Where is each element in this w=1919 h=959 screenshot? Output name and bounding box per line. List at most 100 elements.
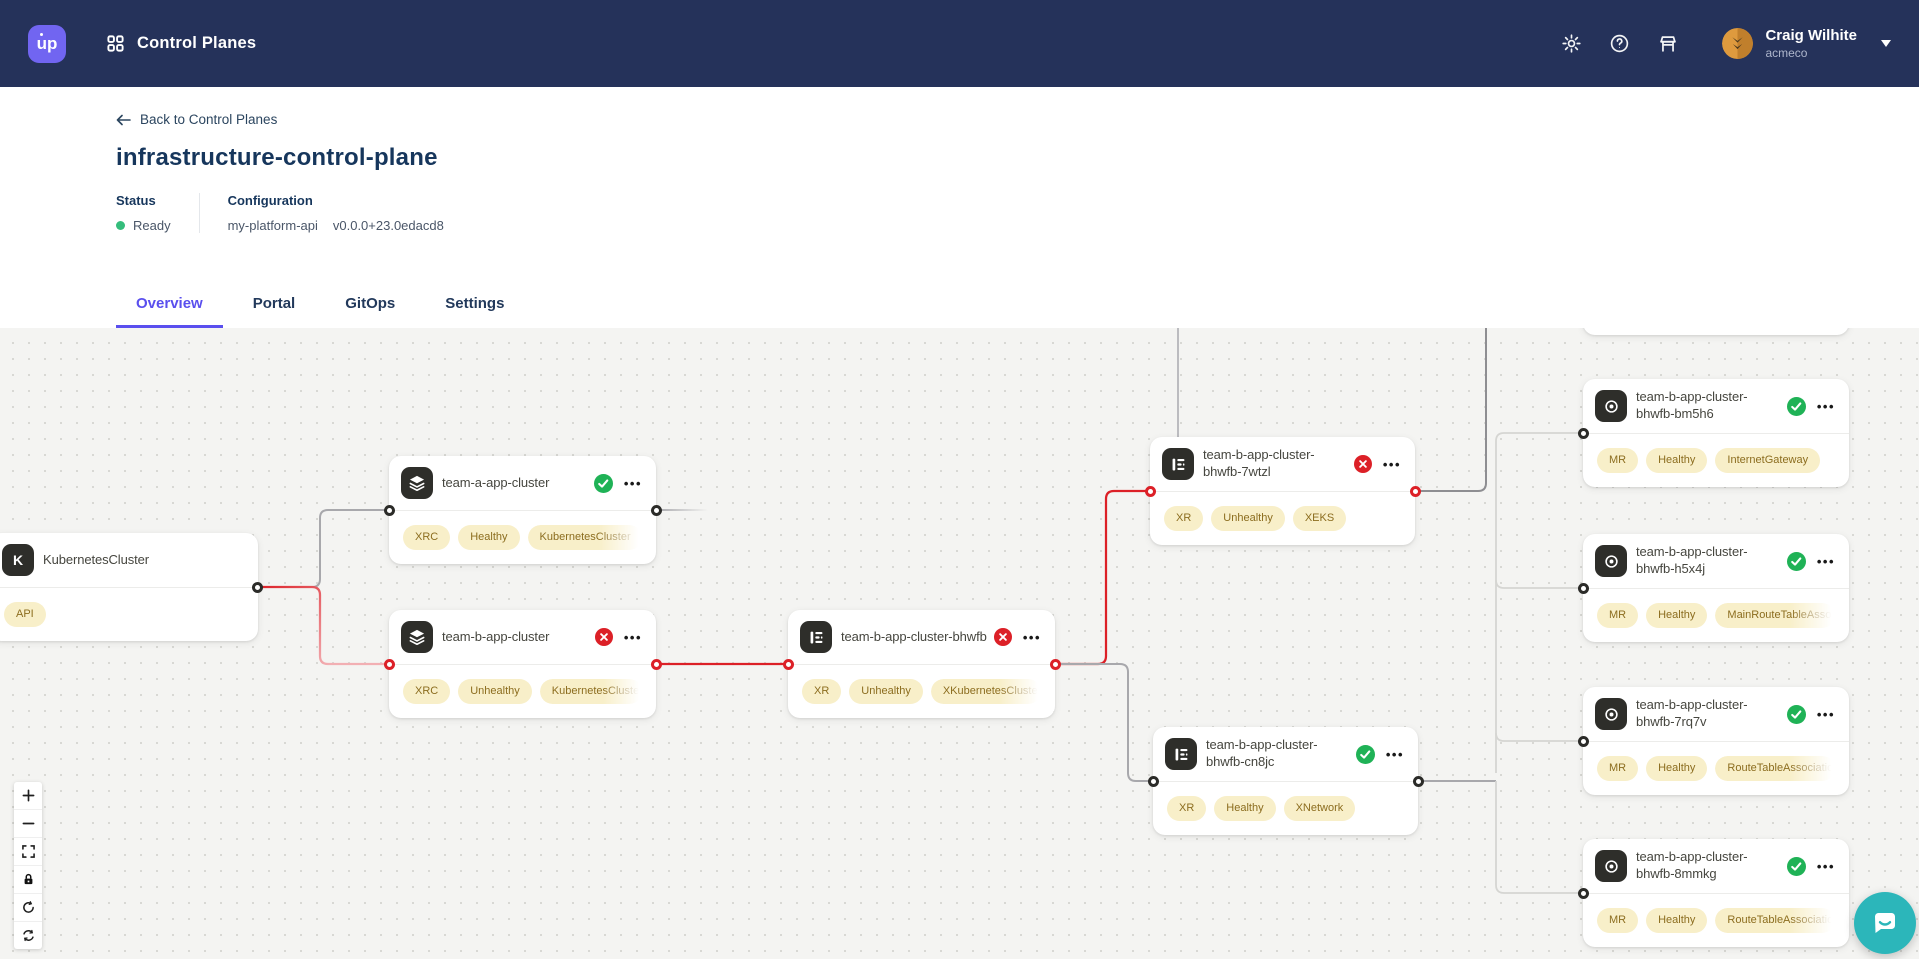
app-grid-icon[interactable] [106,34,125,53]
more-menu-button[interactable]: ••• [623,475,642,491]
node-label: team-b-app-cluster-bhwfb-7wtzl [1203,447,1315,479]
more-menu-button[interactable]: ••• [623,629,642,645]
badge: MR [1597,448,1639,473]
more-menu-button[interactable]: ••• [1816,553,1835,569]
port[interactable] [650,504,662,516]
port[interactable] [1577,735,1589,747]
badge: Healthy [1214,796,1276,821]
healthy-icon [1786,551,1806,571]
port[interactable] [650,658,662,670]
port[interactable] [1409,485,1421,497]
badge: XR [1167,796,1207,821]
tab-gitops[interactable]: GitOps [345,295,396,312]
badge: XNetwork [1283,796,1356,821]
more-menu-button[interactable]: ••• [1816,398,1835,414]
chevron-down-icon [1881,40,1891,52]
user-name: Craig Wilhite [1765,27,1857,45]
badge: RouteTableAssociation [1715,908,1835,933]
badge: RouteTableAssociation [1715,756,1835,781]
node-label: team-b-app-cluster-bhwfb-bm5h6 [1636,389,1748,421]
zoom-out-button[interactable] [14,810,42,838]
status-section: Status Ready [116,192,200,233]
fit-view-button[interactable] [14,838,42,866]
badge: KubernetesCluster [527,525,642,550]
port[interactable] [1147,775,1159,787]
node-team-b-app-cluster-bhwfb-7rq7v[interactable]: team-b-app-cluster-bhwfb-7rq7v ••• MR He… [1583,687,1849,795]
canvas-controls [14,782,42,949]
metadata-row: Status Ready Configuration my-platform-a… [116,192,1919,233]
more-menu-button[interactable]: ••• [1816,706,1835,722]
node-team-b-app-cluster-bhwfb-7wtzl[interactable]: team-b-app-cluster-bhwfb-7wtzl ••• XR Un… [1150,437,1415,545]
user-menu[interactable]: Craig Wilhite acmeco [1722,27,1891,60]
badge: XRC [403,679,451,704]
port[interactable] [1144,485,1156,497]
node-team-b-app-cluster-bhwfb-bm5h6[interactable]: team-b-app-cluster-bhwfb-bm5h6 ••• MR He… [1583,379,1849,487]
lock-button[interactable] [14,866,42,894]
healthy-icon [1786,396,1806,416]
back-link[interactable]: Back to Control Planes [116,112,277,127]
upbound-logo[interactable]: up [28,24,66,63]
marketplace-icon[interactable] [1657,33,1679,55]
tab-bar: Overview Portal GitOps Settings [116,295,524,328]
node-clipped-top[interactable] [1583,328,1849,335]
settings-icon[interactable] [1561,33,1582,54]
managed-resource-icon [1595,545,1627,577]
more-menu-button[interactable]: ••• [1382,456,1401,472]
more-menu-button[interactable]: ••• [1816,858,1835,874]
more-menu-button[interactable]: ••• [1022,629,1041,645]
tab-settings[interactable]: Settings [445,295,505,312]
port[interactable] [383,658,395,670]
unhealthy-icon [993,628,1012,646]
port[interactable] [782,658,794,670]
resource-graph-canvas[interactable]: K KubernetesCluster API team-a-app-clust… [0,328,1919,959]
avatar [1722,28,1754,59]
refresh-button[interactable] [14,894,42,922]
configuration-name: my-platform-api [227,217,318,233]
configuration-version: v0.0.0+23.0edacd8 [332,217,444,233]
healthy-icon [1786,856,1806,876]
port[interactable] [1577,887,1589,899]
logo-text: up [36,33,58,53]
badge: Unhealthy [849,679,923,704]
port[interactable] [1412,775,1424,787]
tab-overview[interactable]: Overview [116,295,223,328]
chat-icon [1875,913,1895,933]
zoom-in-button[interactable] [14,782,42,810]
healthy-icon [593,473,613,493]
relayout-button[interactable] [14,922,42,949]
badge: MR [1597,756,1639,781]
node-team-b-app-cluster-bhwfb-8mmkg[interactable]: team-b-app-cluster-bhwfb-8mmkg ••• MR He… [1583,839,1849,947]
port[interactable] [383,504,395,516]
node-label: team-a-app-cluster [442,474,550,490]
badge: Unhealthy [458,679,532,704]
node-team-b-app-cluster-bhwfb-cn8jc[interactable]: team-b-app-cluster-bhwfb-cn8jc ••• XR He… [1153,727,1418,835]
badge: Healthy [458,525,520,550]
page-title: infrastructure-control-plane [116,143,438,171]
more-menu-button[interactable]: ••• [1385,746,1404,762]
node-team-b-app-cluster-bhwfb-h5x4j[interactable]: team-b-app-cluster-bhwfb-h5x4j ••• MR He… [1583,534,1849,642]
port[interactable] [1577,427,1589,439]
user-org: acmeco [1765,45,1808,60]
badge: Healthy [1646,756,1708,781]
badge: XR [802,679,842,704]
port[interactable] [1577,582,1589,594]
managed-resource-icon [1595,390,1627,422]
port[interactable] [251,581,263,593]
layers-icon [401,621,433,653]
node-team-b-app-cluster-bhwfb[interactable]: team-b-app-cluster-bhwfb ••• XR Unhealth… [788,610,1055,718]
node-kubernetescluster[interactable]: K KubernetesCluster API [0,533,258,641]
status-dot [116,220,125,230]
layers-icon [401,467,433,499]
help-icon[interactable] [1609,33,1630,54]
navbar-actions: Craig Wilhite acmeco [1561,27,1891,60]
page-header: Back to Control Planes infrastructure-co… [0,87,1919,328]
node-team-a-app-cluster[interactable]: team-a-app-cluster ••• XRC Healthy Kuber… [389,456,656,564]
node-team-b-app-cluster[interactable]: team-b-app-cluster ••• XRC Unhealthy Kub… [389,610,656,718]
badge: XKubernetesCluster [930,679,1041,704]
tab-portal[interactable]: Portal [252,295,296,312]
top-navbar: up Control Planes [0,0,1919,87]
badge: XEKS [1292,506,1347,531]
chat-launcher-button[interactable] [1854,892,1916,954]
unhealthy-icon [1353,455,1372,473]
port[interactable] [1049,658,1061,670]
